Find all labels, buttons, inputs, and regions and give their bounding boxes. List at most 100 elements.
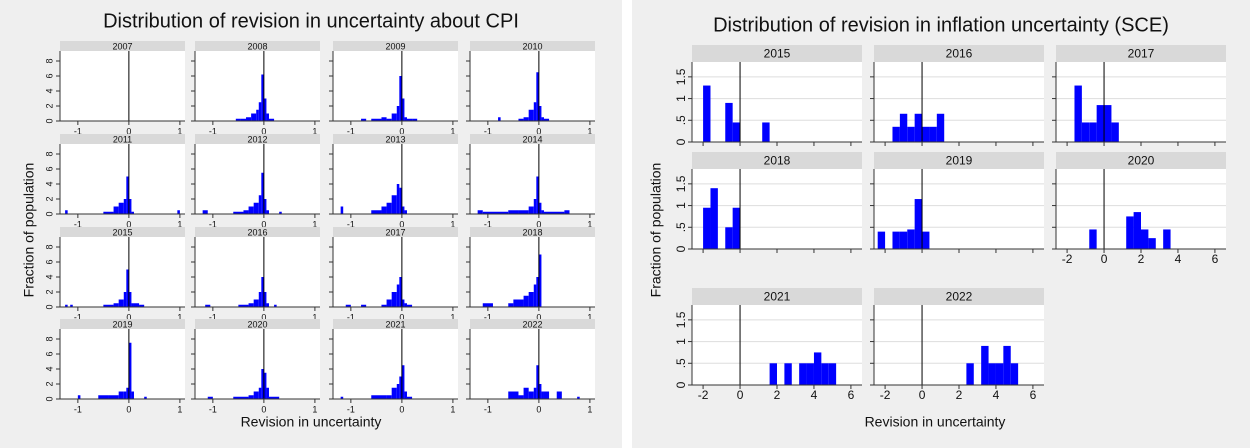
histogram-bar <box>261 74 264 121</box>
x-tick-label: -2 <box>698 388 709 402</box>
histogram-bar <box>528 391 534 399</box>
facet-title: 2014 <box>522 134 542 144</box>
histogram-bar <box>381 117 387 121</box>
x-tick-label: 1 <box>177 312 182 322</box>
histogram-bar <box>528 206 534 214</box>
facet-title: 2016 <box>946 47 973 61</box>
facet-title: 2022 <box>522 319 542 329</box>
histogram-bar <box>536 176 539 214</box>
histogram-bar <box>784 363 792 385</box>
y-tick-label: 0 <box>44 118 54 123</box>
y-tick-label: 4 <box>44 366 54 371</box>
x-tick-label: 4 <box>993 388 1000 402</box>
x-tick-label: 1 <box>177 219 182 229</box>
x-tick-label: -1 <box>209 404 217 414</box>
x-tick-label: 2 <box>1138 252 1145 266</box>
facet-header <box>333 227 458 237</box>
y-tick-label: 2 <box>44 381 54 386</box>
x-tick-label: 0 <box>536 404 541 414</box>
histogram-bar <box>258 102 262 121</box>
x-tick-label: 1 <box>312 312 317 322</box>
histogram-bar <box>533 102 537 121</box>
histogram-bar <box>477 210 483 214</box>
y-tick-label: 0 <box>44 304 54 309</box>
plot-area <box>874 305 1044 385</box>
facet-header <box>1056 45 1226 62</box>
histogram-bar <box>177 210 180 214</box>
histogram-bar <box>1074 85 1082 142</box>
histogram-bar <box>401 98 405 121</box>
histogram-bar <box>404 117 407 121</box>
histogram-bar <box>828 363 837 385</box>
histogram-bar <box>929 126 937 142</box>
x-axis-label: Revision in uncertainty <box>865 414 1006 430</box>
histogram-bar <box>538 106 542 121</box>
plot-area <box>195 51 320 121</box>
histogram-bar <box>538 254 542 307</box>
histogram-bar <box>406 396 413 399</box>
histogram-bar <box>498 117 501 121</box>
histogram-bar <box>936 113 945 142</box>
histogram-bar <box>966 363 974 385</box>
y-tick-label: 1.5 <box>674 311 688 328</box>
histogram-bar <box>541 117 544 121</box>
plot-area <box>333 329 458 399</box>
histogram-bar <box>263 199 267 214</box>
histogram-bar <box>108 395 119 399</box>
histogram-bar <box>1111 122 1119 142</box>
y-tick-label: 2 <box>44 289 54 294</box>
histogram-bar <box>131 391 134 399</box>
x-tick-label: 0 <box>126 404 131 414</box>
x-tick-label: -1 <box>209 126 217 136</box>
histogram-bar <box>899 113 908 142</box>
histogram-bar <box>118 202 124 214</box>
y-tick-label: 1.5 <box>674 175 688 192</box>
facet-title: 2008 <box>247 41 267 51</box>
y-tick-label: 6 <box>44 351 54 356</box>
plot-area <box>470 144 595 214</box>
x-tick-label: 1 <box>312 219 317 229</box>
histogram-bar <box>266 113 269 121</box>
x-tick-label: 0 <box>536 312 541 322</box>
x-tick-label: 0 <box>126 126 131 136</box>
histogram-bar <box>1003 345 1011 385</box>
histogram-bar <box>128 292 132 307</box>
facet-title: 2021 <box>764 290 791 304</box>
histogram-bar <box>258 387 262 399</box>
histogram-bar <box>263 98 267 121</box>
y-axis-label: Fraction of population <box>21 163 37 298</box>
histogram-bar <box>248 206 254 214</box>
facet-header <box>60 134 185 144</box>
histogram-bar <box>914 113 923 142</box>
histogram-bar <box>103 304 114 307</box>
histogram-bar <box>345 304 351 307</box>
histogram-bar <box>123 391 127 399</box>
y-tick-label: 1 <box>674 202 688 209</box>
histogram-bar <box>386 299 392 307</box>
histogram-bar <box>533 387 537 399</box>
histogram-bar <box>541 210 544 214</box>
histogram-bar <box>256 109 259 121</box>
histogram-bar <box>261 369 264 399</box>
histogram-bar <box>361 304 367 307</box>
x-tick-label: 0 <box>919 388 926 402</box>
x-tick-label: 0 <box>261 126 266 136</box>
histogram-bar <box>1081 122 1090 142</box>
histogram-bar <box>518 118 524 121</box>
histogram-bar <box>482 211 509 214</box>
y-tick-label: 1 <box>674 338 688 345</box>
facet-title: 2012 <box>247 134 267 144</box>
x-tick-label: 0 <box>399 312 404 322</box>
histogram-bar <box>123 292 127 307</box>
x-tick-label: -1 <box>74 404 82 414</box>
histogram-bar <box>399 76 402 121</box>
x-tick-label: 1 <box>587 312 592 322</box>
facet-header <box>470 319 595 329</box>
histogram-bar <box>995 363 1004 385</box>
histogram-bar <box>113 206 119 214</box>
facet-header <box>692 45 862 62</box>
histogram-bar <box>821 363 829 385</box>
histogram-bar <box>538 384 542 399</box>
plot-area <box>470 329 595 399</box>
histogram-bar <box>543 118 550 121</box>
